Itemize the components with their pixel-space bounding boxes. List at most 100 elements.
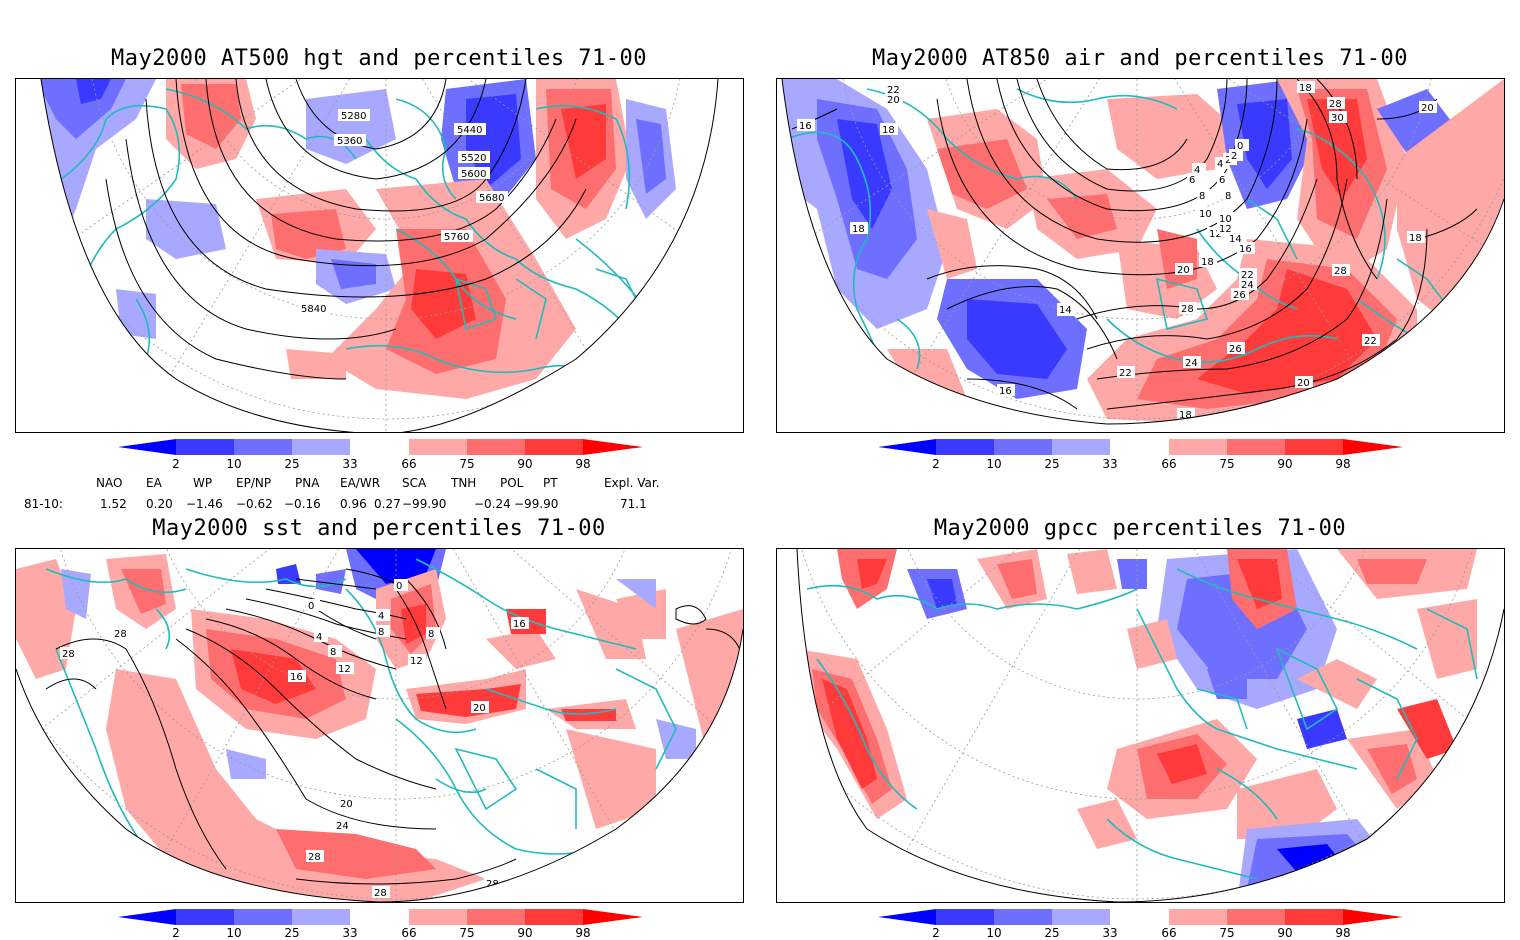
index-header: EA/WR	[340, 476, 381, 490]
contour-label: 5760	[444, 232, 469, 243]
contour-label: 28	[486, 879, 499, 890]
colorbar-tick-label: 2	[172, 926, 180, 940]
contour-label: 28	[374, 888, 387, 899]
colorbar-tick-label: 33	[1102, 926, 1118, 940]
colorbar-tick-label: 98	[575, 457, 591, 471]
index-value: 1.52	[100, 497, 127, 511]
panel-title-sst: May2000 sst and percentiles 71-00	[152, 516, 606, 541]
index-header: SCA	[402, 476, 427, 490]
panel-title-gpcc: May2000 gpcc percentiles 71-00	[933, 516, 1347, 541]
contour-label: 5680	[479, 193, 504, 204]
colorbar-tick-label: 66	[1161, 926, 1177, 940]
contour-label: 30	[1331, 113, 1344, 124]
colorbar-tick-label: 75	[1219, 457, 1235, 471]
contour-label: 14	[1059, 305, 1072, 316]
contour-label: 5600	[461, 169, 486, 180]
colorbar-tick-label: 75	[459, 926, 475, 940]
map-panel-gpcc	[776, 548, 1505, 903]
index-header: NAO	[96, 476, 123, 490]
contour-label: 20	[340, 799, 353, 810]
contour-label: 6	[1189, 175, 1195, 186]
contour-label: 24	[1241, 280, 1254, 291]
contour-label: 16	[799, 121, 812, 132]
contour-label: 8	[428, 629, 434, 640]
index-header: EA	[146, 476, 162, 490]
contour-label: 12	[1209, 229, 1222, 240]
index-header: TNH	[451, 476, 477, 490]
colorbar-tick-label: 10	[226, 926, 242, 940]
contour-label: 28	[62, 649, 75, 660]
contour-label: 26	[1229, 344, 1242, 355]
colorbar-tick-label: 98	[575, 926, 591, 940]
colorbar-tick-label: 66	[401, 926, 417, 940]
contour-label: 20	[1421, 103, 1434, 114]
colorbar-tick-label: 10	[986, 926, 1002, 940]
index-value: −1.46	[186, 497, 223, 511]
contour-label: 12	[410, 656, 423, 667]
colorbar-tick-label: 90	[517, 926, 533, 940]
contour-label: 18	[1201, 257, 1214, 268]
panel-title-air850: May2000 AT850 air and percentiles 71-00	[871, 46, 1409, 71]
index-value: −0.62	[236, 497, 273, 511]
contour-label: 6	[1219, 175, 1225, 186]
index-header: EP/NP	[236, 476, 272, 490]
contour-label: 2	[1225, 155, 1231, 166]
colorbar-hgt500	[118, 439, 643, 455]
colorbar-tick-label: 98	[1335, 926, 1351, 940]
contour-label: 20	[1177, 265, 1190, 276]
contour-label: 24	[1185, 358, 1198, 369]
colorbar-tick-label: 25	[1044, 457, 1060, 471]
contour-label: 4	[1194, 165, 1200, 176]
contour-label: 14	[1229, 234, 1242, 245]
colorbar-tick-label: 25	[1044, 926, 1060, 940]
index-header: Expl. Var.	[604, 476, 660, 490]
contour-label: 12	[1219, 224, 1232, 235]
colorbar-tick-label: 25	[284, 457, 300, 471]
colorbar-tick-label: 66	[401, 457, 417, 471]
contour-label: 4	[316, 632, 322, 643]
index-value: −99.90	[402, 497, 447, 511]
contour-label: 18	[852, 224, 865, 235]
colorbar-air850	[878, 439, 1403, 455]
contour-label: 12	[338, 664, 351, 675]
colorbar-tick-label: 10	[226, 457, 242, 471]
map-panel-sst: 28 28 0 0 4 8 4 8 12 16 16 20 24 28 28 2…	[15, 548, 744, 903]
index-header: PNA	[295, 476, 320, 490]
contour-label: 28	[1329, 99, 1342, 110]
panel-title-hgt500: May2000 AT500 hgt and percentiles 71-00	[110, 46, 648, 71]
contour-label: 28	[114, 629, 127, 640]
contour-label: 8	[1199, 191, 1205, 202]
index-value: 0.20	[146, 497, 173, 511]
colorbar-tick-label: 66	[1161, 457, 1177, 471]
colorbar-tick-label: 25	[284, 926, 300, 940]
colorbar-tick-label: 90	[1277, 926, 1293, 940]
colorbar-tick-label: 75	[459, 457, 475, 471]
contour-label: 16	[999, 386, 1012, 397]
contour-label: 4	[1217, 159, 1223, 170]
colorbar-tick-label: 2	[932, 926, 940, 940]
colorbar-tick-label: 2	[172, 457, 180, 471]
contour-label: 20	[887, 95, 900, 106]
colorbar-sst	[118, 909, 643, 925]
contour-label: 28	[1334, 266, 1347, 277]
contour-label: 18	[1409, 233, 1422, 244]
contour-label: 16	[290, 672, 303, 683]
contour-label: 22	[1241, 270, 1254, 281]
contour-label: 0	[1237, 141, 1243, 152]
colorbar-tick-label: 90	[517, 457, 533, 471]
contour-label: 28	[1181, 304, 1194, 315]
contour-label: 18	[882, 125, 895, 136]
contour-label: 20	[1297, 378, 1310, 389]
contour-label: 0	[396, 581, 402, 592]
colorbar-tick-label: 10	[986, 457, 1002, 471]
colorbar-tick-label: 98	[1335, 457, 1351, 471]
contour-label: 8	[378, 627, 384, 638]
index-header: PT	[543, 476, 558, 490]
colorbar-gpcc	[878, 909, 1403, 925]
index-value: 71.1	[620, 497, 647, 511]
contour-label: 18	[1299, 83, 1312, 94]
colorbar-tick-label: 2	[932, 457, 940, 471]
index-header: WP	[193, 476, 213, 490]
colorbar-tick-label: 33	[342, 457, 358, 471]
contour-label: 26	[1233, 290, 1246, 301]
